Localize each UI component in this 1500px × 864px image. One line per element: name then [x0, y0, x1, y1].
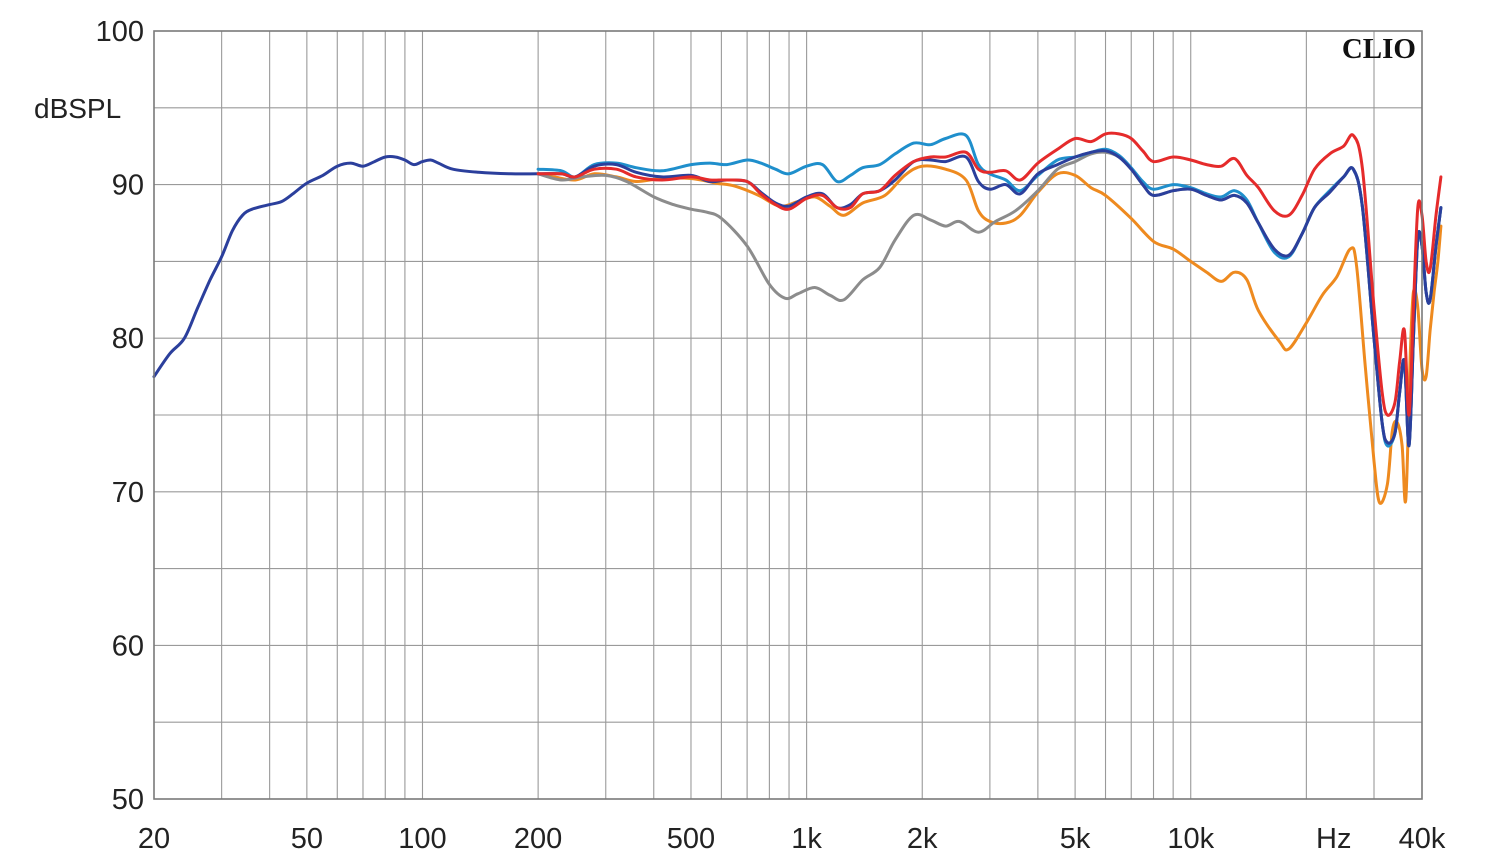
x-tick-label: 2k: [907, 823, 938, 855]
clio-brand-label: CLIO: [1342, 33, 1416, 65]
y-tick-label: 100: [96, 16, 144, 48]
y-tick-labels: 50 60 70 80 90 100: [96, 16, 144, 816]
y-tick-label: 80: [112, 323, 144, 355]
y-tick-label: 90: [112, 170, 144, 202]
x-tick-labels: 20 50 100 200 500 1k 2k 5k 10k 40k: [138, 823, 1446, 855]
y-axis-label: dBSPL: [34, 93, 121, 124]
x-tick-label: 20: [138, 823, 170, 855]
x-tick-label: 5k: [1060, 823, 1091, 855]
series-line-4: [152, 149, 1443, 448]
x-tick-label: 500: [667, 823, 715, 855]
series-layer: [152, 131, 1443, 505]
y-tick-label: 50: [112, 784, 144, 816]
y-tick-label: 70: [112, 477, 144, 509]
x-tick-label: 50: [291, 823, 323, 855]
plot-frame: [153, 30, 1423, 800]
grid-lines: [154, 31, 1422, 799]
x-tick-label: 10k: [1167, 823, 1214, 855]
x-tick-label: 100: [398, 823, 446, 855]
y-tick-label: 60: [112, 630, 144, 662]
series-line-5: [536, 131, 1443, 417]
x-tick-label: 40k: [1399, 823, 1446, 855]
x-axis-unit-label: Hz: [1316, 823, 1351, 855]
x-tick-label: 1k: [791, 823, 822, 855]
x-tick-label: 200: [514, 823, 562, 855]
